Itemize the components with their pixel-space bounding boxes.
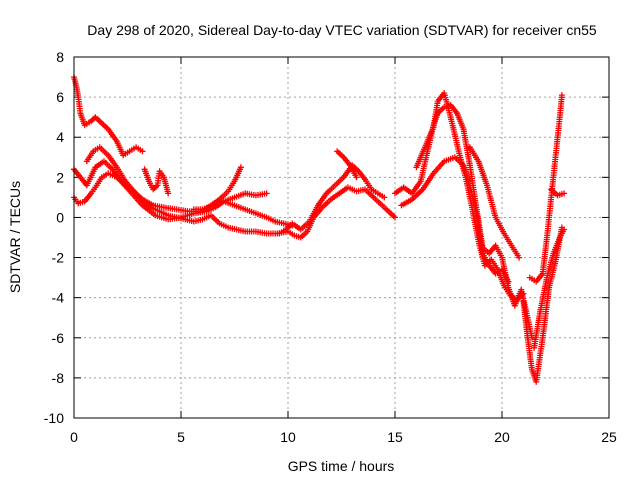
series-track-i — [392, 102, 535, 341]
y-tick-label: -6 — [52, 330, 65, 346]
series-track-d — [71, 170, 398, 241]
data-point — [139, 148, 146, 155]
data-point — [561, 190, 568, 197]
data-point — [263, 190, 270, 197]
y-tick-label: -10 — [44, 410, 64, 426]
series-track-o — [531, 226, 568, 351]
series-track-g — [276, 162, 388, 237]
y-tick-label: 6 — [56, 89, 64, 105]
data-point — [353, 174, 360, 181]
y-tick-label: -4 — [52, 290, 65, 306]
y-tick-label: 8 — [56, 49, 64, 65]
x-tick-label: 10 — [280, 429, 296, 445]
data-point — [237, 164, 244, 171]
x-tick-label: 5 — [177, 429, 185, 445]
tick-labels: 0 5 10 15 20 25 -10 -8 -6 -4 -2 0 2 4 6 8 — [44, 49, 617, 445]
data-point — [558, 92, 565, 99]
x-tick-label: 15 — [387, 429, 403, 445]
x-tick-label: 20 — [494, 429, 510, 445]
x-axis-label: GPS time / hours — [288, 458, 395, 474]
data-point — [165, 190, 172, 197]
data-point — [516, 254, 523, 261]
y-tick-label: 2 — [56, 169, 64, 185]
data-point — [505, 278, 512, 285]
data-point — [381, 194, 388, 201]
x-tick-label: 0 — [70, 429, 78, 445]
data-points — [71, 74, 568, 385]
series-track-k — [398, 154, 512, 285]
y-axis-label: SDTVAR / TECUs — [7, 181, 23, 293]
data-point — [392, 214, 398, 221]
series-track-f — [190, 198, 296, 229]
series-track-l — [466, 144, 523, 261]
series-track-h — [334, 148, 360, 181]
x-tick-label: 25 — [601, 429, 617, 445]
y-tick-label: -8 — [52, 370, 65, 386]
data-point — [520, 290, 527, 297]
chart-title: Day 298 of 2020, Sidereal Day-to-day VTE… — [87, 22, 597, 38]
series-track-e — [141, 166, 172, 197]
series-track-p — [548, 186, 568, 199]
y-tick-label: 0 — [56, 209, 64, 225]
data-point — [561, 226, 568, 233]
series-track-a — [71, 74, 146, 159]
y-tick-label: 4 — [56, 129, 64, 145]
y-tick-label: -2 — [52, 250, 65, 266]
plot-frame — [73, 56, 610, 419]
